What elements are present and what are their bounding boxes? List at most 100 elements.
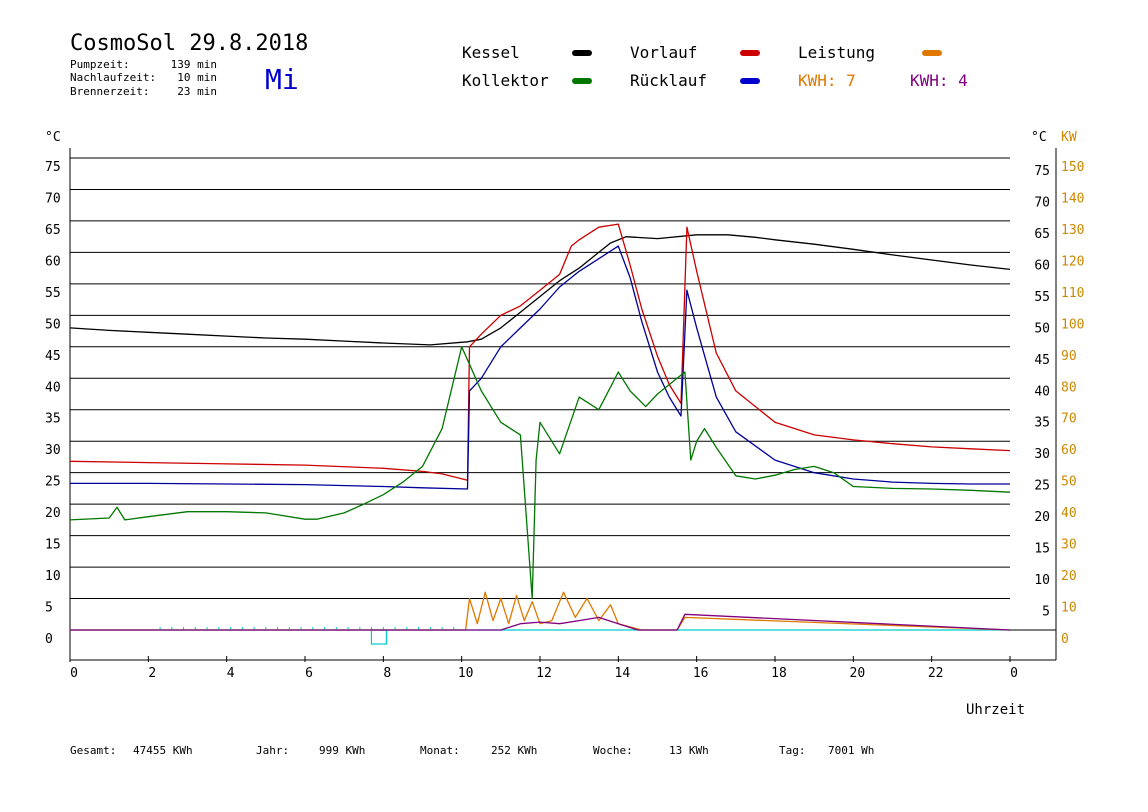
legend-kwh-a: KWH: 7 <box>798 71 856 90</box>
y-tick-label-right: 60 <box>1034 258 1050 273</box>
legend-kollektor-swatch <box>572 78 592 84</box>
y-tick-label-right: 10 <box>1034 573 1050 588</box>
y2-tick-label: 30 <box>1061 538 1077 553</box>
info-nachlaufzeit-label: Nachlaufzeit: <box>70 71 156 84</box>
x-tick-label: 20 <box>850 666 866 681</box>
y-tick-label-left: 55 <box>45 286 61 301</box>
y-tick-label-right: 15 <box>1034 542 1050 557</box>
legend-leistung: Leistung <box>798 43 875 62</box>
y2-tick-label: 130 <box>1061 223 1084 238</box>
y2-tick-label: 70 <box>1061 412 1077 427</box>
info-pumpzeit-label: Pumpzeit: <box>70 58 130 71</box>
series-line-kollektor <box>69 346 1011 600</box>
y-tick-label-left: 50 <box>45 317 61 332</box>
legend-leistung-swatch <box>922 50 942 56</box>
y-tick-label-right: 20 <box>1034 510 1050 525</box>
y-tick-label-left: 75 <box>45 160 61 175</box>
chart-title: CosmoSol 29.8.2018 <box>70 31 308 56</box>
y-tick-label-left: 35 <box>45 412 61 427</box>
y-tick-label-right: 50 <box>1034 321 1050 336</box>
y-tick-label-left: 60 <box>45 254 61 269</box>
legend-ruecklauf-swatch <box>740 78 760 84</box>
y-tick-label-left: 5 <box>45 601 53 616</box>
legend-vorlauf-swatch <box>740 50 760 56</box>
time-marker <box>370 629 388 645</box>
legend-kollektor: Kollektor <box>462 71 549 90</box>
y-tick-label-right: 65 <box>1034 227 1050 242</box>
legend-kessel: Kessel <box>462 43 520 62</box>
y-tick-label-right: 70 <box>1034 195 1050 210</box>
legend-kwh-b: KWH: 4 <box>910 71 968 90</box>
footer-jahr-label: Jahr: <box>256 744 289 757</box>
legend-ruecklauf: Rücklauf <box>630 71 707 90</box>
axes <box>69 148 1057 662</box>
y-tick-label-left: 40 <box>45 380 61 395</box>
y-tick-label-left: 10 <box>45 569 61 584</box>
y2-tick-label: 60 <box>1061 443 1077 458</box>
y-axis-right-unit: °C <box>1031 130 1047 145</box>
series-line-kessel <box>69 234 1011 346</box>
x-tick-label: 16 <box>693 666 709 681</box>
y-tick-label-left: 20 <box>45 506 61 521</box>
footer-woche-label: Woche: <box>593 744 633 757</box>
y-axis-left-unit: °C <box>45 130 61 145</box>
footer-gesamt-value: 47455 KWh <box>133 744 193 757</box>
info-brennerzeit-label: Brennerzeit: <box>70 85 149 98</box>
footer-tag-value: 7001 Wh <box>828 744 874 757</box>
x-tick-label: 0 <box>70 666 78 681</box>
y2-tick-label: 20 <box>1061 569 1077 584</box>
y-tick-label-right: 30 <box>1034 447 1050 462</box>
y2-tick-label: 120 <box>1061 254 1084 269</box>
y-tick-label-left: 15 <box>45 538 61 553</box>
tick-labels: 0 2 4 6 8 10 12 14 16 18 20 22 005101520253035404550… <box>45 160 1084 681</box>
y2-tick-label: 50 <box>1061 475 1077 490</box>
x-tick-label: 22 <box>928 666 944 681</box>
series-lines <box>69 223 1011 645</box>
y2-tick-label: 40 <box>1061 506 1077 521</box>
series-line-ruecklauf <box>70 245 1010 490</box>
y-tick-label-left: 45 <box>45 349 61 364</box>
series-line-kwh_b <box>70 613 1011 631</box>
y-tick-label-right: 75 <box>1034 164 1050 179</box>
footer-woche-value: 13 KWh <box>669 744 709 757</box>
x-tick-label: 2 <box>148 666 156 681</box>
y-tick-label-left: 30 <box>45 443 61 458</box>
weekday-label: Mi <box>265 63 299 96</box>
y-tick-label-right: 25 <box>1034 479 1050 494</box>
x-tick-label: 0 <box>1010 666 1018 681</box>
y-tick-label-right: 55 <box>1034 290 1050 305</box>
footer-jahr-value: 999 KWh <box>319 744 365 757</box>
y-axis-power-unit: KW <box>1061 130 1077 145</box>
info-pumpzeit-value: 139 min <box>171 58 217 71</box>
y2-tick-label: 80 <box>1061 380 1077 395</box>
y-tick-label-left: 0 <box>45 632 53 647</box>
x-tick-label: 18 <box>771 666 787 681</box>
y-tick-label-left: 25 <box>45 475 61 490</box>
y-tick-label-right: 45 <box>1034 353 1050 368</box>
y-tick-label-right: 35 <box>1034 416 1050 431</box>
footer-monat-label: Monat: <box>420 744 460 757</box>
x-tick-label: 4 <box>227 666 235 681</box>
x-tick-label: 8 <box>383 666 391 681</box>
grid-lines <box>70 157 1010 600</box>
x-tick-label: 12 <box>536 666 552 681</box>
info-nachlaufzeit-value: 10 min <box>177 71 217 84</box>
y2-tick-label: 100 <box>1061 317 1084 332</box>
legend-kessel-swatch <box>572 50 592 56</box>
series-line-vorlauf <box>69 223 1011 481</box>
x-tick-label: 14 <box>615 666 631 681</box>
y2-tick-label: 10 <box>1061 601 1077 616</box>
series-line-leistung <box>70 591 1011 631</box>
footer-monat-value: 252 KWh <box>491 744 537 757</box>
y2-tick-label: 90 <box>1061 349 1077 364</box>
y-tick-label-right: 5 <box>1042 605 1050 620</box>
footer-gesamt-label: Gesamt: <box>70 744 116 757</box>
x-tick-label: 10 <box>458 666 474 681</box>
legend-vorlauf: Vorlauf <box>630 43 697 62</box>
y2-tick-label: 140 <box>1061 191 1084 206</box>
y-tick-label-left: 70 <box>45 191 61 206</box>
y-tick-label-right: 40 <box>1034 384 1050 399</box>
x-axis-label: Uhrzeit <box>966 702 1025 718</box>
